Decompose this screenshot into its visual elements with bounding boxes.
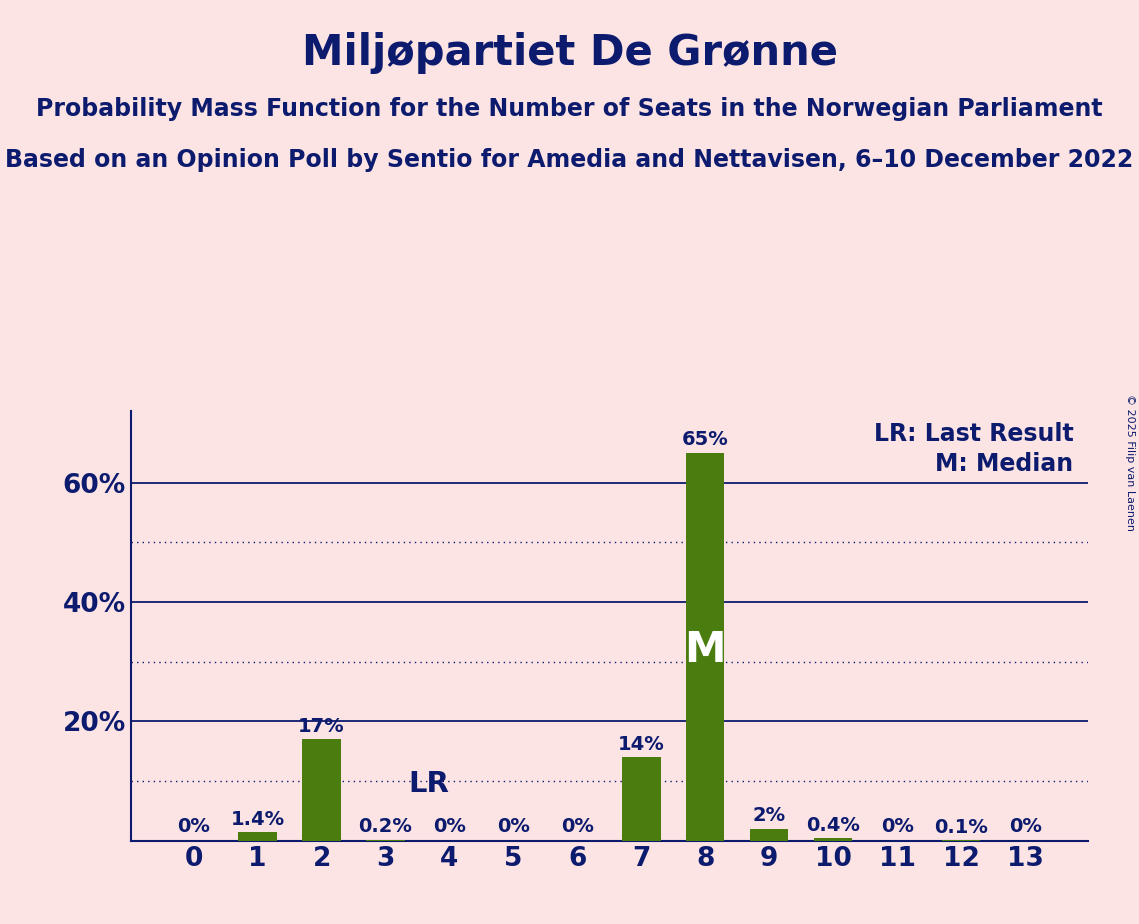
Bar (686, 453, 724, 841)
Text: 0%: 0% (433, 817, 466, 836)
Bar (814, 838, 852, 841)
Text: LR: LR (408, 770, 449, 798)
Text: 14%: 14% (618, 735, 665, 754)
Text: 0.2%: 0.2% (359, 817, 412, 836)
Text: 0%: 0% (880, 817, 913, 836)
Bar (367, 840, 404, 841)
Bar (622, 758, 661, 841)
Text: © 2025 Filip van Laenen: © 2025 Filip van Laenen (1125, 394, 1134, 530)
Text: M: M (685, 629, 726, 671)
Bar (751, 829, 788, 841)
Text: 0%: 0% (560, 817, 593, 836)
Text: 1.4%: 1.4% (230, 810, 285, 829)
Text: Based on an Opinion Poll by Sentio for Amedia and Nettavisen, 6–10 December 2022: Based on an Opinion Poll by Sentio for A… (6, 148, 1133, 172)
Text: Miljøpartiet De Grønne: Miljøpartiet De Grønne (302, 32, 837, 74)
Text: 2%: 2% (753, 807, 786, 825)
Text: 0%: 0% (1009, 817, 1041, 836)
Text: 0.1%: 0.1% (934, 818, 988, 836)
Text: 0%: 0% (178, 817, 210, 836)
Bar (238, 833, 277, 841)
Text: Probability Mass Function for the Number of Seats in the Norwegian Parliament: Probability Mass Function for the Number… (36, 97, 1103, 121)
Text: M: Median: M: Median (935, 452, 1073, 476)
Bar (302, 739, 341, 841)
Text: 0%: 0% (497, 817, 530, 836)
Text: 17%: 17% (298, 717, 345, 736)
Text: 0.4%: 0.4% (806, 816, 860, 835)
Text: LR: Last Result: LR: Last Result (874, 422, 1073, 446)
Text: 65%: 65% (682, 431, 729, 449)
